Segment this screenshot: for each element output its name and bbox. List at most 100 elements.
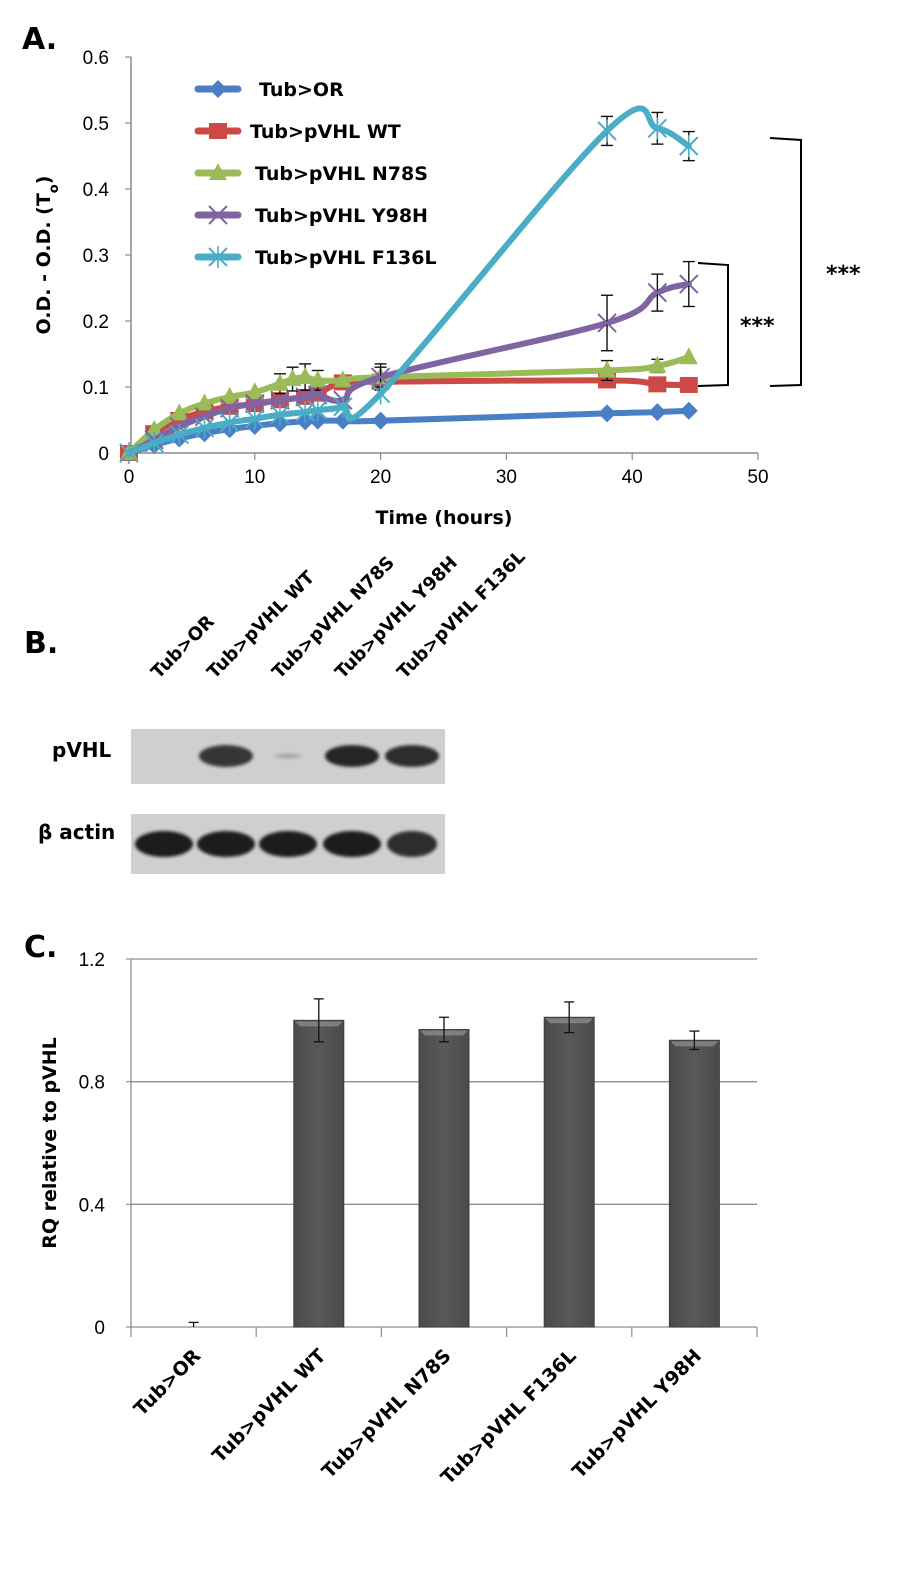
data-point bbox=[119, 442, 139, 464]
error-bar bbox=[188, 1321, 199, 1327]
bar bbox=[543, 1016, 595, 1328]
chart-a-x-tick-label: 10 bbox=[244, 467, 265, 488]
chart-a-x-axis-title: Time (hours) bbox=[376, 507, 513, 529]
chart-a-y-tick-label: 0.6 bbox=[83, 48, 109, 69]
data-point bbox=[598, 404, 617, 423]
blot-strip-pvhl bbox=[131, 729, 445, 784]
chart-a-x-tick-label: 20 bbox=[370, 467, 391, 488]
chart-c-x-tick-label: Tub>OR bbox=[130, 1345, 206, 1421]
bar-group: Tub>pVHL F136L bbox=[437, 1001, 595, 1489]
blot-band bbox=[199, 745, 253, 767]
legend-label: Tub>pVHL F136L bbox=[255, 247, 437, 269]
chart-c-x-tick-label: Tub>pVHL Y98H bbox=[568, 1345, 706, 1483]
data-point bbox=[296, 367, 315, 385]
legend-item: Tub>pVHL F136L bbox=[194, 246, 437, 269]
legend-item: Tub>OR bbox=[194, 79, 344, 101]
significance-bracket-f136l: *** bbox=[769, 137, 861, 387]
bar bbox=[293, 1019, 345, 1328]
data-point bbox=[370, 382, 391, 405]
significance-bracket-y98h: *** bbox=[697, 262, 775, 387]
chart-a-y-tick-label: 0.1 bbox=[83, 378, 109, 399]
data-point bbox=[194, 416, 215, 439]
legend-label: Tub>OR bbox=[259, 79, 344, 101]
data-point bbox=[647, 117, 668, 140]
blot-band bbox=[197, 831, 255, 857]
series-tub-pvhl-f136l bbox=[119, 105, 699, 464]
chart-a-y-tick-label: 0.4 bbox=[83, 180, 110, 201]
legend-label: Tub>pVHL WT bbox=[250, 121, 401, 143]
data-point bbox=[648, 355, 667, 373]
data-point bbox=[270, 390, 290, 410]
data-point bbox=[144, 432, 164, 455]
data-point bbox=[597, 313, 617, 333]
legend-marker-icon bbox=[209, 80, 227, 98]
blot-band bbox=[385, 745, 439, 767]
data-point bbox=[245, 393, 265, 414]
blot-strip-beta-actin bbox=[131, 814, 445, 874]
data-point bbox=[371, 411, 390, 430]
bar-group: Tub>pVHL WT bbox=[208, 998, 345, 1467]
legend-item: Tub>pVHL Y98H bbox=[194, 205, 428, 227]
legend-label: Tub>pVHL N78S bbox=[255, 163, 428, 185]
bar-group: Tub>pVHL Y98H bbox=[568, 1030, 720, 1483]
chart-a-y-tick-label: 0 bbox=[98, 444, 109, 465]
error-bar bbox=[689, 1030, 700, 1051]
marker-stroke bbox=[307, 385, 328, 405]
data-point bbox=[679, 135, 699, 158]
bar-highlight bbox=[420, 1030, 468, 1036]
chart-a-y-tick-label: 0.3 bbox=[83, 246, 109, 267]
bar-highlight bbox=[294, 1021, 343, 1027]
data-point bbox=[195, 393, 214, 411]
blot-band bbox=[259, 831, 317, 857]
chart-a-y-tick-label: 0.2 bbox=[83, 312, 109, 333]
blot-band bbox=[325, 745, 379, 767]
chart-a-x-tick-label: 40 bbox=[622, 467, 643, 488]
data-point bbox=[308, 370, 327, 388]
marker-stroke bbox=[597, 313, 617, 333]
data-point bbox=[145, 419, 164, 437]
bar-group: Tub>pVHL N78S bbox=[318, 1016, 470, 1483]
data-point bbox=[270, 373, 289, 391]
growth-curve-chart: 00.10.20.30.40.50.60 10 20 30 40 50 Tub>ORTub… bbox=[33, 48, 861, 529]
chart-a-axes: 0 0.1 0.2 0.3 0.4 0.5 0.6 0 10 20 30 40 50 bbox=[83, 48, 769, 488]
marker-stroke bbox=[219, 398, 240, 418]
chart-c-y-tick-label: 1.2 bbox=[79, 950, 105, 971]
chart-a-x-tick-label: 30 bbox=[496, 467, 517, 488]
data-point bbox=[648, 403, 667, 422]
data-point bbox=[679, 347, 698, 365]
data-point bbox=[270, 403, 290, 426]
data-point bbox=[245, 407, 265, 430]
chart-a-y-axis-title-subscript: o bbox=[47, 184, 62, 193]
bar-highlight bbox=[545, 1018, 594, 1024]
error-bar bbox=[313, 998, 324, 1043]
panel-c-label: C. bbox=[24, 930, 58, 965]
legend-marker-icon bbox=[208, 205, 228, 225]
data-point bbox=[648, 376, 667, 393]
blot-band bbox=[323, 831, 381, 857]
chart-a-y-axis-title-close: ) bbox=[33, 176, 55, 185]
marker-stroke bbox=[370, 367, 391, 387]
legend-item: Tub>pVHL N78S bbox=[194, 163, 428, 185]
chart-c-y-axis-title: RQ relative to pVHL bbox=[39, 1037, 61, 1249]
data-point bbox=[597, 119, 617, 142]
chart-a-legend: Tub>OR Tub>pVHL WT Tub>pVHL N78S Tub>pVHL Y… bbox=[194, 79, 437, 269]
significance-label-y98h: *** bbox=[740, 314, 775, 339]
data-point bbox=[333, 370, 352, 388]
legend-marker-icon bbox=[209, 163, 227, 180]
chart-c-x-tick-label: Tub>pVHL WT bbox=[208, 1345, 330, 1467]
data-point bbox=[170, 403, 189, 421]
chart-a-y-tick-label: 0.5 bbox=[83, 114, 109, 135]
marker-stroke bbox=[208, 205, 228, 225]
marker-stroke bbox=[647, 282, 668, 303]
error-bar bbox=[439, 1016, 449, 1043]
blot-band bbox=[135, 831, 193, 857]
significance-label-f136l: *** bbox=[826, 262, 861, 287]
data-point bbox=[679, 377, 698, 394]
data-point bbox=[245, 382, 264, 400]
marker-stroke bbox=[245, 393, 265, 414]
panel-a-label: A. bbox=[22, 22, 58, 57]
chart-c-x-tick-label: Tub>pVHL F136L bbox=[437, 1345, 581, 1489]
bar-group: Tub>OR bbox=[130, 1321, 206, 1421]
chart-c-y-tick-label: 0 bbox=[94, 1318, 105, 1339]
